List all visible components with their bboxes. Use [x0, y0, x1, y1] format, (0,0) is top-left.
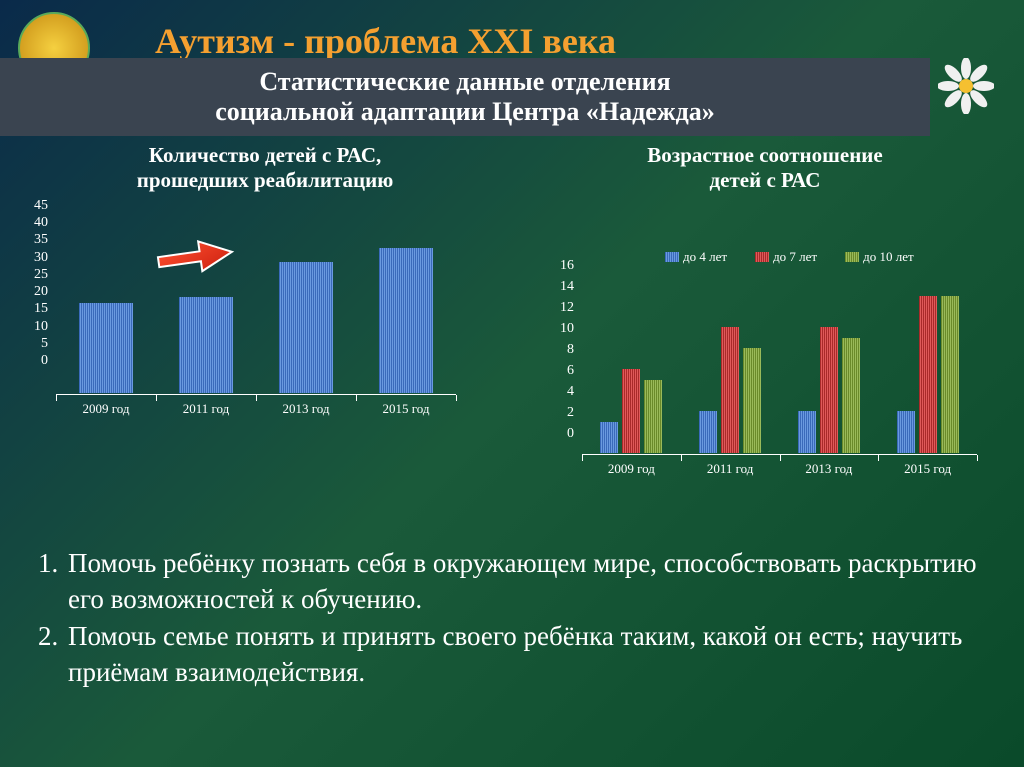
legend-item: до 7 лет [755, 249, 817, 265]
bar [842, 338, 860, 454]
bar [820, 327, 838, 453]
y-tick: 25 [34, 267, 48, 283]
x-label: 2013 год [256, 401, 356, 417]
bar [743, 348, 761, 453]
x-label: 2013 год [780, 461, 879, 477]
bar [600, 422, 618, 454]
y-tick: 0 [41, 353, 48, 369]
legend-label: до 4 лет [683, 249, 727, 265]
chart-right: до 4 летдо 7 летдо 10 лет 0246810121416 … [550, 245, 1000, 485]
list-item-number: 1. [38, 545, 68, 618]
y-tick: 5 [41, 336, 48, 352]
list-item-number: 2. [38, 618, 68, 691]
chart-right-label-line2: детей с РАС [590, 168, 940, 193]
flower-icon [938, 58, 994, 114]
chart-right-label-line1: Возрастное соотношение [590, 143, 940, 168]
x-label: 2009 год [56, 401, 156, 417]
list-item-text: Помочь ребёнку познать себя в окружающем… [68, 545, 978, 618]
main-title: Аутизм - проблема XXI века [155, 20, 616, 62]
y-tick: 35 [34, 232, 48, 248]
x-label: 2015 год [878, 461, 977, 477]
bar [721, 327, 739, 453]
list-item-text: Помочь семье понять и принять своего реб… [68, 618, 978, 691]
y-tick: 8 [567, 342, 574, 358]
y-tick: 45 [34, 198, 48, 214]
chart-right-legend: до 4 лет до 7 лет до 10 лет [665, 249, 914, 265]
y-tick: 6 [567, 363, 574, 379]
list-item: 1.Помочь ребёнку познать себя в окружающ… [38, 545, 978, 618]
legend-item: до 4 лет [665, 249, 727, 265]
x-label: 2011 год [156, 401, 256, 417]
bar [798, 411, 816, 453]
subtitle-line2: социальной адаптации Центра «Надежда» [215, 97, 715, 127]
bar [919, 296, 937, 454]
bar [897, 411, 915, 453]
trend-arrow-icon [150, 230, 240, 280]
legend-label: до 7 лет [773, 249, 817, 265]
y-tick: 15 [34, 301, 48, 317]
bar [79, 303, 133, 393]
y-tick: 0 [567, 426, 574, 442]
subtitle-line1: Статистические данные отделения [259, 67, 670, 97]
y-tick: 20 [34, 284, 48, 300]
bar [644, 380, 662, 454]
y-tick: 12 [560, 300, 574, 316]
chart-right-label: Возрастное соотношение детей с РАС [590, 143, 940, 193]
y-tick: 4 [567, 384, 574, 400]
list-item: 2. Помочь семье понять и принять своего … [38, 618, 978, 691]
legend-swatch [755, 252, 769, 262]
chart-left-label-line1: Количество детей с РАС, [90, 143, 440, 168]
chart-left-label: Количество детей с РАС, прошедших реабил… [90, 143, 440, 193]
bar [279, 262, 333, 393]
bar [941, 296, 959, 454]
legend-swatch [845, 252, 859, 262]
legend-item: до 10 лет [845, 249, 914, 265]
x-label: 2009 год [582, 461, 681, 477]
x-label: 2015 год [356, 401, 456, 417]
y-tick: 2 [567, 405, 574, 421]
x-label: 2011 год [681, 461, 780, 477]
bar [179, 297, 233, 393]
legend-swatch [665, 252, 679, 262]
y-tick: 14 [560, 279, 574, 295]
y-tick: 30 [34, 250, 48, 266]
y-tick: 16 [560, 258, 574, 274]
chart-left: 051015202530354045 2009 год2011 год2013 … [22, 215, 462, 425]
y-tick: 40 [34, 215, 48, 231]
y-tick: 10 [560, 321, 574, 337]
legend-label: до 10 лет [863, 249, 914, 265]
bar [699, 411, 717, 453]
chart-left-label-line2: прошедших реабилитацию [90, 168, 440, 193]
bar [379, 248, 433, 393]
bar [622, 369, 640, 453]
subtitle-bar: Статистические данные отделения социальн… [0, 58, 930, 136]
y-tick: 10 [34, 319, 48, 335]
bottom-list: 1.Помочь ребёнку познать себя в окружающ… [38, 545, 978, 691]
